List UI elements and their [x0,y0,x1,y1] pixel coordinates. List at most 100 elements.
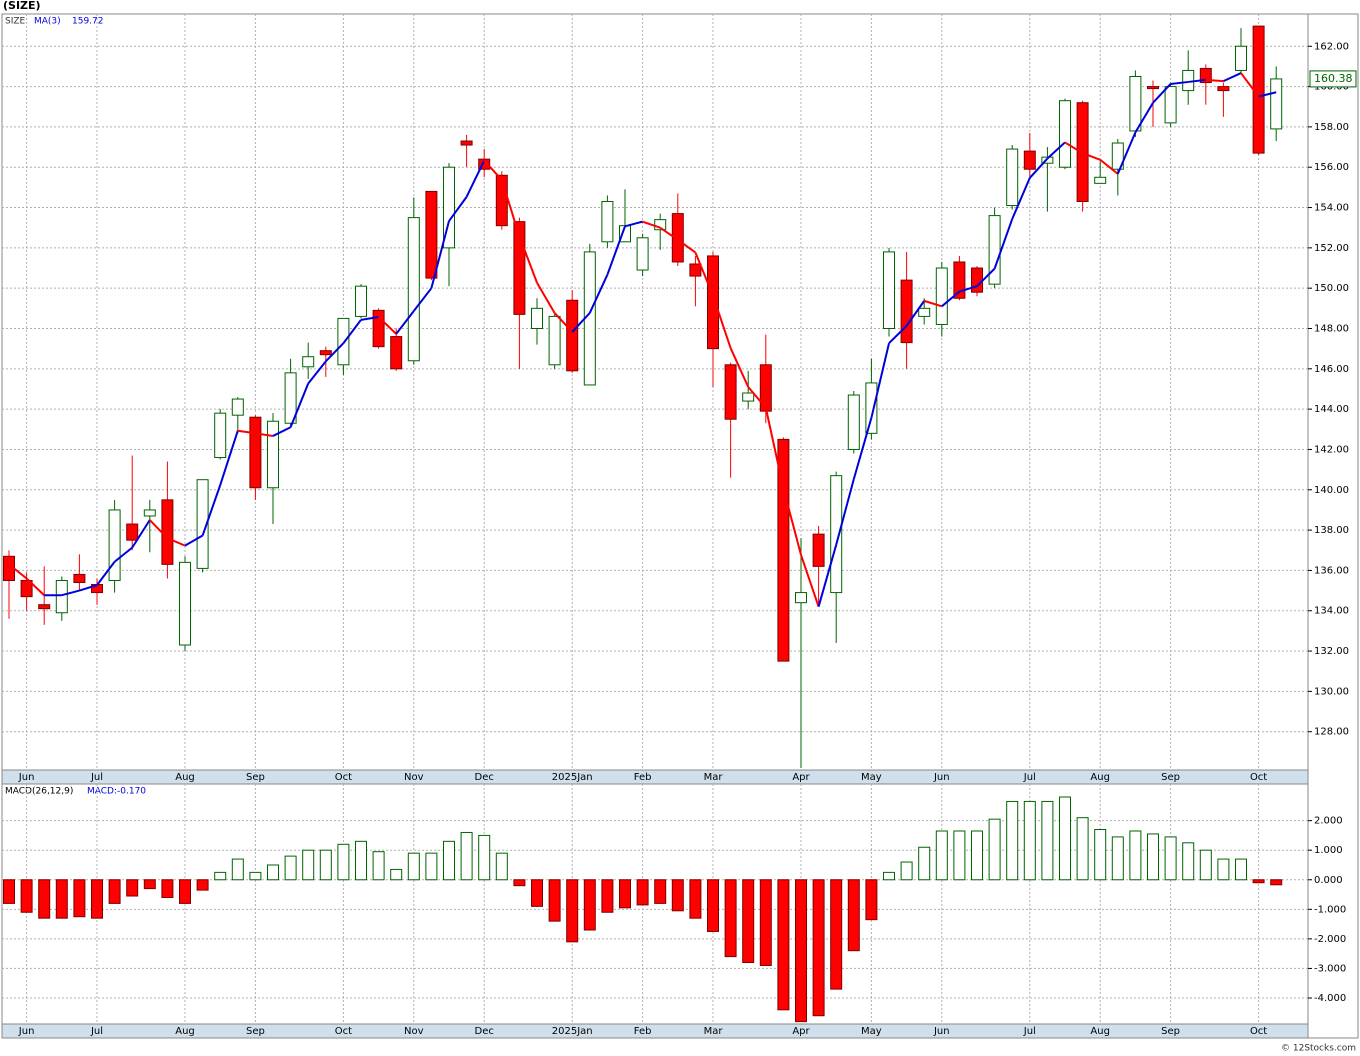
candle-body [830,475,843,594]
candle-body [319,350,332,356]
y-tick-label: 2.000 [1314,816,1343,827]
candle-body [1164,86,1177,124]
ma-line [518,236,538,284]
ma-line [1188,78,1206,83]
macd-bar [108,879,121,904]
ma-line [941,290,961,308]
ma-line [1099,158,1119,175]
macd-bar [671,879,684,912]
candle-body [1199,67,1212,84]
ma-line [342,319,362,344]
macd-bar [812,879,825,1017]
macd-bar [355,840,367,881]
macd-bar [302,849,315,881]
ma-line [800,554,820,608]
macd-bar [73,879,86,918]
ma-line [976,267,996,287]
ma-line [272,426,292,437]
macd-bar [231,858,244,881]
x-tick-label: Jul [90,1026,103,1037]
ma-name: MA(3) [34,17,61,27]
ma-line [219,430,239,486]
ma-line [677,238,696,254]
macd-bar [601,879,614,913]
macd-bar [495,852,508,881]
candle-body [249,416,262,489]
macd-bar [196,879,209,891]
candle-body [671,213,684,263]
ma-line [1222,72,1242,83]
macd-bar [759,879,772,966]
ma-line [817,544,838,607]
ma-line [536,282,556,314]
ma-line [1258,91,1277,98]
y-tick-label: 132.00 [1314,646,1349,657]
ma-line [642,220,661,229]
ma-line [79,584,98,592]
macd-bar [636,879,649,906]
x-tick-label: Sep [246,772,265,783]
macd-bar [619,879,631,909]
candle-body [390,336,403,370]
macd-bar [1147,833,1159,881]
macd-bar [1023,800,1036,881]
candle-body [847,394,860,450]
date-band [1,1023,1309,1039]
x-tick-label: Jul [1023,772,1036,783]
macd-bar [1041,800,1054,881]
ma-line [255,432,274,437]
ma-line [835,478,855,546]
macd-bar [988,818,1001,881]
y-tick-label: 134.00 [1314,606,1349,617]
macd-bar [707,879,719,932]
macd-bar [390,868,403,881]
ma-line [149,519,169,539]
ma-line [448,196,468,222]
macd-bar [1111,836,1124,881]
ma-line [25,577,45,596]
candle-body [179,561,191,646]
ma-line [483,159,503,181]
ma-line [289,383,310,428]
symbol: SIZE [5,17,26,27]
ma-line [184,534,204,547]
ma-line [430,220,450,289]
candle-body [407,217,420,362]
candle-body [918,307,931,317]
candle-body [196,479,209,569]
macd-bar [724,879,737,958]
y-tick-label: 158.00 [1314,122,1349,133]
macd-bar [38,879,51,919]
y-tick-label: 162.00 [1314,41,1349,52]
y-tick-label: 140.00 [1314,485,1349,496]
candle-body [865,382,878,434]
macd-bar [883,871,895,881]
macd-bar [20,879,33,913]
macd-bar [1164,836,1177,881]
ma-line [923,299,943,308]
x-tick-label: Apr [792,1026,810,1037]
candle-body [988,215,1001,285]
macd-bar [3,879,15,904]
macd-bar [1252,879,1265,884]
candle-body [1059,100,1071,168]
candle-body [425,190,438,279]
ma-line [1116,131,1137,175]
ma-line [1011,177,1031,220]
x-tick-label: Aug [1090,772,1110,783]
ma-line [729,347,750,388]
x-tick-label: Nov [404,1026,424,1037]
ma-line [659,226,679,241]
ma-line [113,546,133,563]
ma-line [201,484,222,536]
candle-body [1217,86,1230,92]
x-tick-label: Oct [335,772,352,783]
candle-body [231,398,244,416]
ma-line [500,179,521,237]
macd-bar [372,851,385,881]
macd-bar [1182,842,1195,881]
macd-bar [267,864,279,881]
ma-line [413,287,433,312]
candle-body [214,412,227,459]
ma-line [553,312,573,333]
